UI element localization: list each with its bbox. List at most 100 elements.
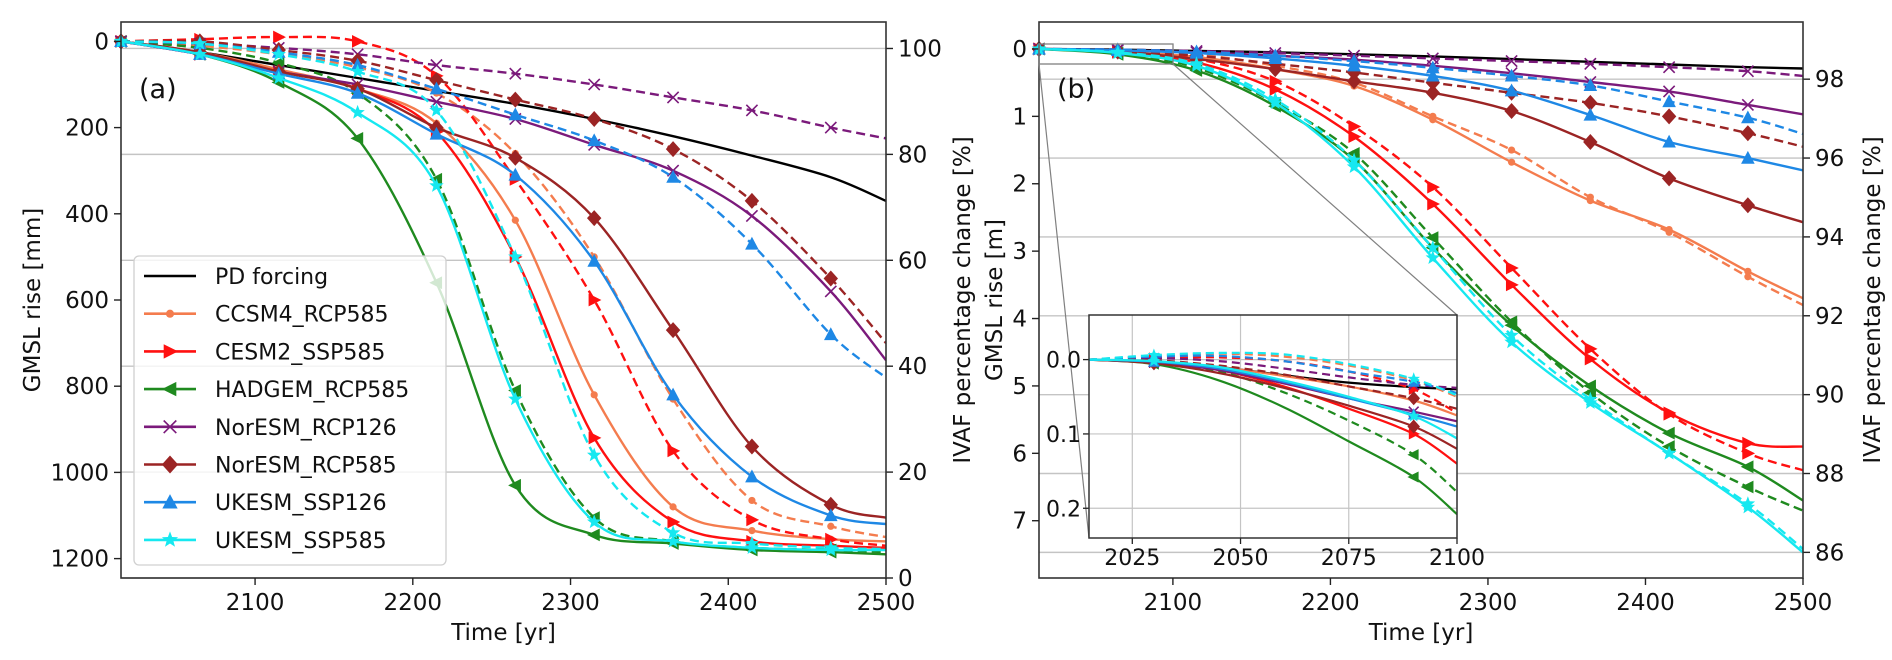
y-tick-label: 0 [1012,37,1027,63]
data-point-CESM2_SSP585-solid [1505,278,1519,292]
data-point-UKESM_SSP585-solid [1504,334,1519,349]
data-point-NorESM_RCP126-dashed [1426,52,1439,65]
data-point-UKESM_SSP585-solid [1425,250,1440,264]
data-point-CCSM4_RCP585-solid [511,216,519,224]
inset-frame [1088,314,1458,539]
data-point-CCSM4_RCP585-solid [1507,158,1516,166]
data-point-NorESM_RCP126-dashed [1505,54,1518,68]
data-point-UKESM_SSP585-solid [508,391,523,406]
data-point-UKESM_SSP585-solid [744,540,760,554]
legend-label: PD forcing [215,265,328,290]
y-tick-label: 1200 [50,547,109,573]
data-point-CESM2_SSP585-dashed [667,444,681,458]
data-point-HADGEM_RCP585-dashed [1661,440,1675,453]
data-point-NorESM_RCP585-dashed [744,192,760,209]
y-right-tick-label: 90 [1815,383,1844,409]
y-tick-label: 7 [1012,509,1027,535]
legend-entry: UKESM_SSP126 [144,491,387,516]
inset-y-tick-label: 0.2 [1046,497,1081,522]
data-point-CESM2_SSP585-dashed [1348,120,1362,133]
data-point-CESM2_SSP585-dashed [1663,407,1677,421]
data-point-UKESM_SSP585-dashed [823,540,838,554]
legend-entry: NorESM_RCP585 [144,454,397,479]
data-point-NorESM_RCP585-solid [586,210,602,227]
data-point-UKESM_SSP585-solid [587,514,602,529]
legend-marker-icon [162,494,178,509]
data-point-UKESM_SSP585-dashed [350,64,365,78]
data-point-NorESM_RCP126-dashed [824,121,837,134]
y-right-tick-label: 20 [898,460,927,486]
data-point-CCSM4_RCP585-solid [669,503,677,511]
data-point-UKESM_SSP585-dashed [587,447,602,462]
x-axis-label: Time [yr] [1368,620,1474,646]
data-point-NorESM_RCP126-solid [1662,85,1676,98]
x-tick-label: 2100 [1144,590,1203,616]
legend-label: UKESM_SSP585 [215,529,387,554]
legend-entry: CESM2_SSP585 [144,340,385,365]
data-point-CESM2_SSP585-solid [1427,197,1441,211]
data-point-UKESM_SSP126-solid [587,254,601,267]
series-line-NorESM_RCP585-solid [121,40,886,519]
inset-x-tick-label: 2050 [1213,546,1269,571]
series-line-NorESM_RCP585-dashed [121,39,886,344]
data-point-CCSM4_RCP585-solid [748,526,756,535]
data-point-HADGEM_RCP585-solid [508,478,521,492]
data-point-UKESM_SSP126-dashed [587,133,601,147]
data-point-UKESM_SSP126-dashed [429,81,444,95]
data-point-UKESM_SSP126-solid [666,387,680,401]
data-point-CESM2_SSP585-solid [1584,352,1598,366]
data-point-UKESM_SSP126-dashed [508,107,523,121]
data-point-HADGEM_RCP585-dashed [429,172,443,186]
data-point-NorESM_RCP126-dashed [430,58,443,72]
data-point-UKESM_SSP585-dashed [271,46,286,61]
data-point-NorESM_RCP126-dashed [745,104,759,117]
inset-x-tick-label: 2100 [1429,546,1485,571]
inset-y-tick-label: 0.1 [1046,423,1081,448]
data-point-UKESM_SSP126-solid [1426,68,1440,82]
legend-label: NorESM_RCP585 [215,454,397,479]
legend-label: CCSM4_RCP585 [215,303,388,328]
panel-label: (b) [1057,74,1095,105]
data-point-NorESM_RCP126-dashed [509,67,522,80]
data-point-CESM2_SSP585-solid [1348,130,1362,143]
legend-marker-icon [161,381,177,397]
data-point-NorESM_RCP585-dashed [429,72,444,89]
data-point-NorESM_RCP126-solid [824,285,837,298]
data-point-UKESM_SSP126-solid [1741,150,1755,164]
legend-label: HADGEM_RCP585 [215,378,409,403]
data-point-NorESM_RCP126-dashed [1584,57,1597,70]
y-right-tick-label: 96 [1815,146,1844,172]
x-tick-label: 2500 [857,590,916,616]
data-point-CCSM4_RCP585-dashed [827,522,835,530]
data-point-UKESM_SSP126-solid [1504,83,1519,97]
inset-plot: 2025 2050 2075 2100 0.0 0.1 0.2 [1038,43,1485,571]
data-point-CESM2_SSP585-dashed [746,513,760,527]
data-point-UKESM_SSP585-solid [192,46,208,61]
legend-label: CESM2_SSP585 [215,340,385,365]
y-right-tick-label: 80 [898,142,927,168]
y-right-tick-label: 100 [898,36,942,62]
panel-b: 86 88 90 92 94 96 98 0 1 2 3 4 5 6 7 2100 2200 2300 2400 25… [982,21,1886,646]
data-point-CCSM4_RCP585-solid [590,391,598,399]
y-tick-label: 400 [65,202,109,228]
inset-data-point-NorESM_RCP585-solid [1407,419,1421,434]
data-point-UKESM_SSP585-dashed [1346,152,1362,167]
zoom-connector-line [1038,63,1090,539]
data-point-HADGEM_RCP585-dashed [1425,231,1439,245]
y-right-tick-label: 92 [1815,304,1844,330]
inset-data-point-HADGEM_RCP585-dashed [1407,449,1419,461]
y-tick-label: 1 [1012,104,1027,130]
y-right-tick-label: 40 [898,354,927,380]
x-tick-label: 2200 [384,590,443,616]
data-point-UKESM_SSP126-solid [823,508,838,522]
data-point-HADGEM_RCP585-dashed [1583,386,1596,400]
data-point-NorESM_RCP585-dashed [586,110,602,127]
y-tick-label: 600 [65,288,109,314]
data-point-CCSM4_RCP585-dashed [1429,112,1437,120]
data-point-UKESM_SSP126-dashed [1268,48,1283,62]
data-point-UKESM_SSP585-solid [429,178,444,192]
data-point-UKESM_SSP126-solid [1583,107,1598,121]
y-axis-label: GMSL rise [mm] [20,208,46,392]
series-line-UKESM_SSP126-dashed [121,40,886,379]
